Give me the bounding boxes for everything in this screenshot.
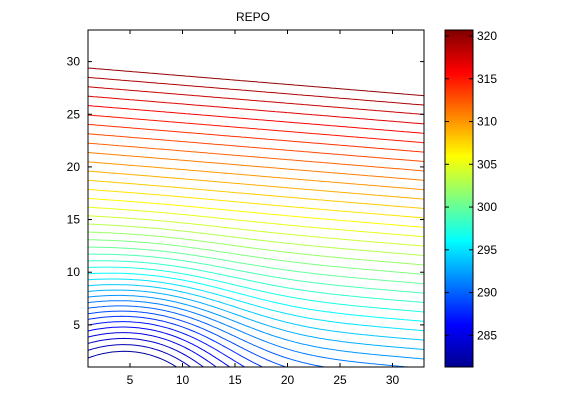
colorbar-tick-label: 285 xyxy=(477,328,497,342)
contour-line-296 xyxy=(88,272,424,322)
contour-line-301 xyxy=(88,239,424,275)
plot-area: 5 10 15 20 25 30 5 10 15 20 25 30 xyxy=(67,29,425,387)
colorbar: 285 290 295 300 305 310 315 320 xyxy=(444,29,497,368)
contour-line-287 xyxy=(88,321,246,367)
y-tick-label: 5 xyxy=(73,318,80,332)
contour-line-290 xyxy=(88,305,325,367)
y-tick-label: 20 xyxy=(67,160,81,174)
contour-line-295 xyxy=(88,278,424,332)
contour-line-311 xyxy=(88,152,424,181)
plot-frame xyxy=(87,29,425,368)
contour-line-306 xyxy=(88,197,424,228)
contour-line-293 xyxy=(88,289,424,350)
contour-line-285 xyxy=(88,332,217,367)
x-tick-label: 10 xyxy=(176,373,190,387)
colorbar-tick-label: 315 xyxy=(477,72,497,86)
contour-line-284 xyxy=(88,337,204,367)
colorbar-tick-label: 305 xyxy=(477,157,497,171)
contour-line-288 xyxy=(88,315,263,367)
y-axis-ticks: 5 10 15 20 25 30 xyxy=(67,55,424,332)
colorbar-tick-label: 290 xyxy=(477,286,497,300)
contour-line-316 xyxy=(88,105,424,134)
contour-line-313 xyxy=(88,133,424,162)
contour-line-317 xyxy=(88,95,424,125)
x-tick-label: 30 xyxy=(386,373,400,387)
contour-line-298 xyxy=(88,260,424,303)
contour-line-283 xyxy=(88,344,191,367)
contour-line-299 xyxy=(88,253,424,294)
contour-line-286 xyxy=(88,326,231,367)
contour-lines xyxy=(88,67,424,367)
contour-line-320 xyxy=(88,67,424,97)
contour-line-289 xyxy=(88,310,287,367)
colorbar-gradient xyxy=(445,30,473,367)
contour-line-304 xyxy=(88,215,424,247)
contour-line-312 xyxy=(88,142,424,172)
colorbar-tick-label: 320 xyxy=(477,29,497,43)
contour-line-302 xyxy=(88,231,424,266)
contour-line-315 xyxy=(88,114,424,144)
chart-title: REPO xyxy=(236,10,270,24)
y-tick-label: 30 xyxy=(67,55,81,69)
contour-line-282 xyxy=(88,350,177,367)
x-tick-label: 5 xyxy=(127,373,134,387)
contour-line-305 xyxy=(88,206,424,238)
contour-line-303 xyxy=(88,223,424,256)
contour-line-310 xyxy=(88,161,424,191)
x-axis-ticks: 5 10 15 20 25 30 xyxy=(127,30,400,387)
contour-line-307 xyxy=(88,188,424,219)
contour-line-294 xyxy=(88,284,424,341)
contour-line-308 xyxy=(88,179,424,209)
contour-line-309 xyxy=(88,170,424,200)
y-tick-label: 25 xyxy=(67,107,81,121)
y-tick-label: 15 xyxy=(67,213,81,227)
plot-background xyxy=(88,30,424,367)
x-tick-label: 20 xyxy=(281,373,295,387)
contour-line-314 xyxy=(88,123,424,153)
x-tick-label: 15 xyxy=(228,373,242,387)
colorbar-tick-label: 295 xyxy=(477,243,497,257)
colorbar-frame xyxy=(444,29,474,368)
contour-line-319 xyxy=(88,76,424,106)
contour-line-291 xyxy=(88,300,409,367)
colorbar-ticks: 285 290 295 300 305 310 315 320 xyxy=(445,29,497,342)
contour-line-292 xyxy=(88,294,424,360)
colorbar-tick-label: 310 xyxy=(477,115,497,129)
y-tick-label: 10 xyxy=(67,265,81,279)
contour-line-297 xyxy=(88,266,424,313)
colorbar-tick-label: 300 xyxy=(477,200,497,214)
x-tick-label: 25 xyxy=(333,373,347,387)
contour-line-300 xyxy=(88,246,424,285)
